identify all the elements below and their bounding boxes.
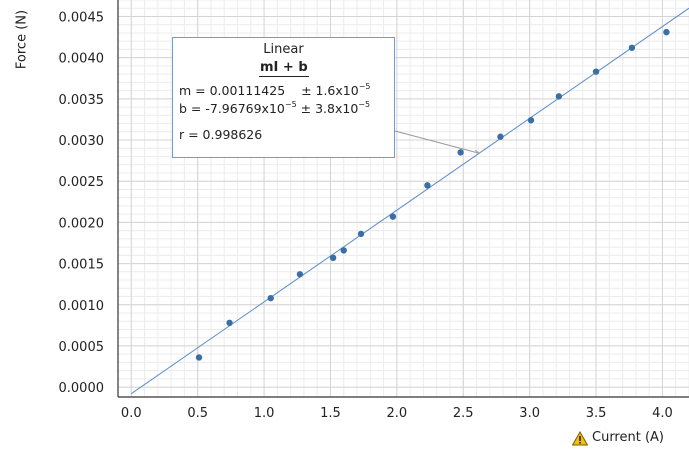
fit-r-value: r = 0.998626 (179, 127, 263, 142)
x-tick-label: 3.5 (586, 406, 607, 421)
data-point (497, 133, 504, 140)
y-tick-label: 0.0035 (59, 93, 105, 108)
x-tick-label: 4.0 (652, 406, 673, 421)
fit-callout-line (394, 130, 480, 154)
fit-m-row: m = 0.00111425 ± 1.6x10−5 (179, 82, 371, 98)
fit-m-value: m = 0.00111425 (179, 83, 286, 98)
data-point (628, 44, 636, 51)
data-point (457, 149, 464, 156)
x-tick-label: 0.5 (187, 406, 208, 421)
data-point (389, 213, 397, 220)
data-point (296, 271, 304, 278)
y-tick-label: 0.0015 (59, 258, 105, 273)
data-point (357, 230, 365, 238)
data-point (663, 28, 670, 36)
x-tick-label: 3.0 (519, 406, 540, 421)
data-point (340, 247, 347, 254)
data-point (195, 354, 203, 361)
warning-triangle-icon[interactable] (572, 431, 588, 446)
data-point (555, 93, 563, 100)
y-tick-label: 0.0000 (59, 381, 105, 396)
data-point (226, 319, 233, 327)
y-tick-label: 0.0010 (59, 299, 105, 314)
fit-b-value: b = -7.96769x10 (179, 101, 285, 116)
axes (117, 0, 689, 398)
fit-b-uncertainty: ± 3.8x10 (300, 101, 359, 116)
tick-labels: 0.0 0.5 1.0 1.5 2.0 2.5 3.0 3.5 4.0 0.0000 0.0005 0… (59, 10, 673, 421)
fit-b-unc-exponent: −5 (358, 100, 371, 109)
fit-b-exponent: −5 (284, 100, 297, 109)
y-tick-label: 0.0005 (59, 340, 105, 355)
y-axis-label: Force (N) (14, 9, 30, 70)
x-tick-label: 2.5 (453, 406, 474, 421)
x-axis-label: Current (A) (592, 430, 664, 445)
fit-b-row: b = -7.96769x10−5 ± 3.8x10−5 (179, 100, 370, 116)
y-tick-label: 0.0025 (59, 175, 105, 190)
fit-equation: mI + b (259, 60, 309, 77)
y-tick-label: 0.0045 (59, 10, 105, 25)
data-point (267, 294, 274, 302)
fit-title: Linear (263, 42, 304, 57)
grid-major (118, 0, 689, 397)
data-point (329, 254, 337, 262)
x-tick-label: 2.0 (387, 406, 408, 421)
fit-m-unc-exponent: −5 (358, 82, 371, 91)
data-point (527, 117, 535, 124)
fit-info-box[interactable]: Linear mI + b m = 0.00111425 ± 1.6x10−5 … (172, 37, 395, 158)
fit-m-uncertainty: ± 1.6x10 (301, 83, 359, 98)
y-tick-label: 0.0030 (59, 134, 105, 149)
x-tick-label: 0.0 (121, 406, 142, 421)
fit-marker (474, 149, 484, 154)
data-points (195, 28, 670, 361)
data-point (424, 182, 431, 189)
data-point (592, 68, 600, 75)
y-tick-label: 0.0020 (59, 216, 105, 231)
y-tick-label: 0.0040 (59, 52, 105, 67)
x-tick-label: 1.5 (320, 406, 341, 421)
x-tick-label: 1.0 (254, 406, 275, 421)
